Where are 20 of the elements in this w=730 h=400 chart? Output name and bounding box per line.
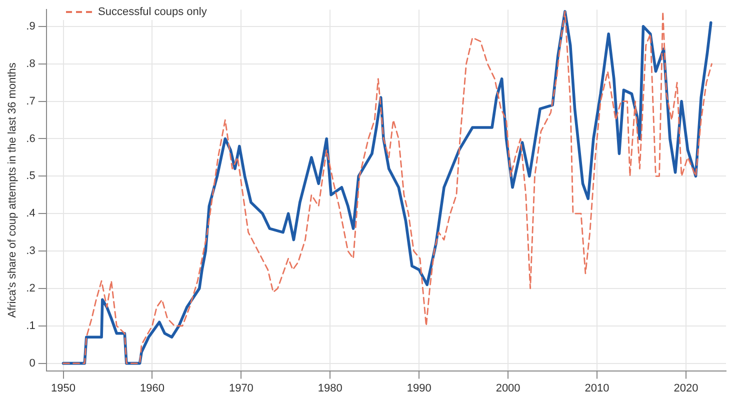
y-tick-label: .5 [26, 170, 36, 182]
y-tick-label: 0 [29, 357, 36, 370]
x-tick-label: 1960 [140, 382, 164, 394]
y-tick-label: .9 [26, 20, 36, 32]
x-tick-label: 2020 [674, 382, 698, 394]
x-tick-label: 2000 [496, 382, 520, 394]
x-tick-label: 1980 [318, 382, 342, 394]
y-tick-label: .7 [26, 95, 36, 108]
y-tick-label: .1 [26, 320, 36, 332]
y-tick-label: .6 [26, 132, 36, 145]
x-tick-label: 2010 [584, 382, 610, 394]
y-tick-label: .2 [26, 282, 36, 294]
y-tick-label: .4 [26, 208, 36, 220]
x-tick-label: 1970 [228, 382, 254, 394]
y-axis-title: Africa's share of coup attempts in the last 36 months [6, 62, 19, 318]
y-tick-label: .3 [26, 245, 36, 258]
y-tick-label: .8 [26, 58, 36, 70]
legend-label: Successful coups only [98, 6, 207, 18]
x-tick-label: 1990 [406, 382, 432, 394]
x-tick-label: 1950 [51, 382, 76, 394]
